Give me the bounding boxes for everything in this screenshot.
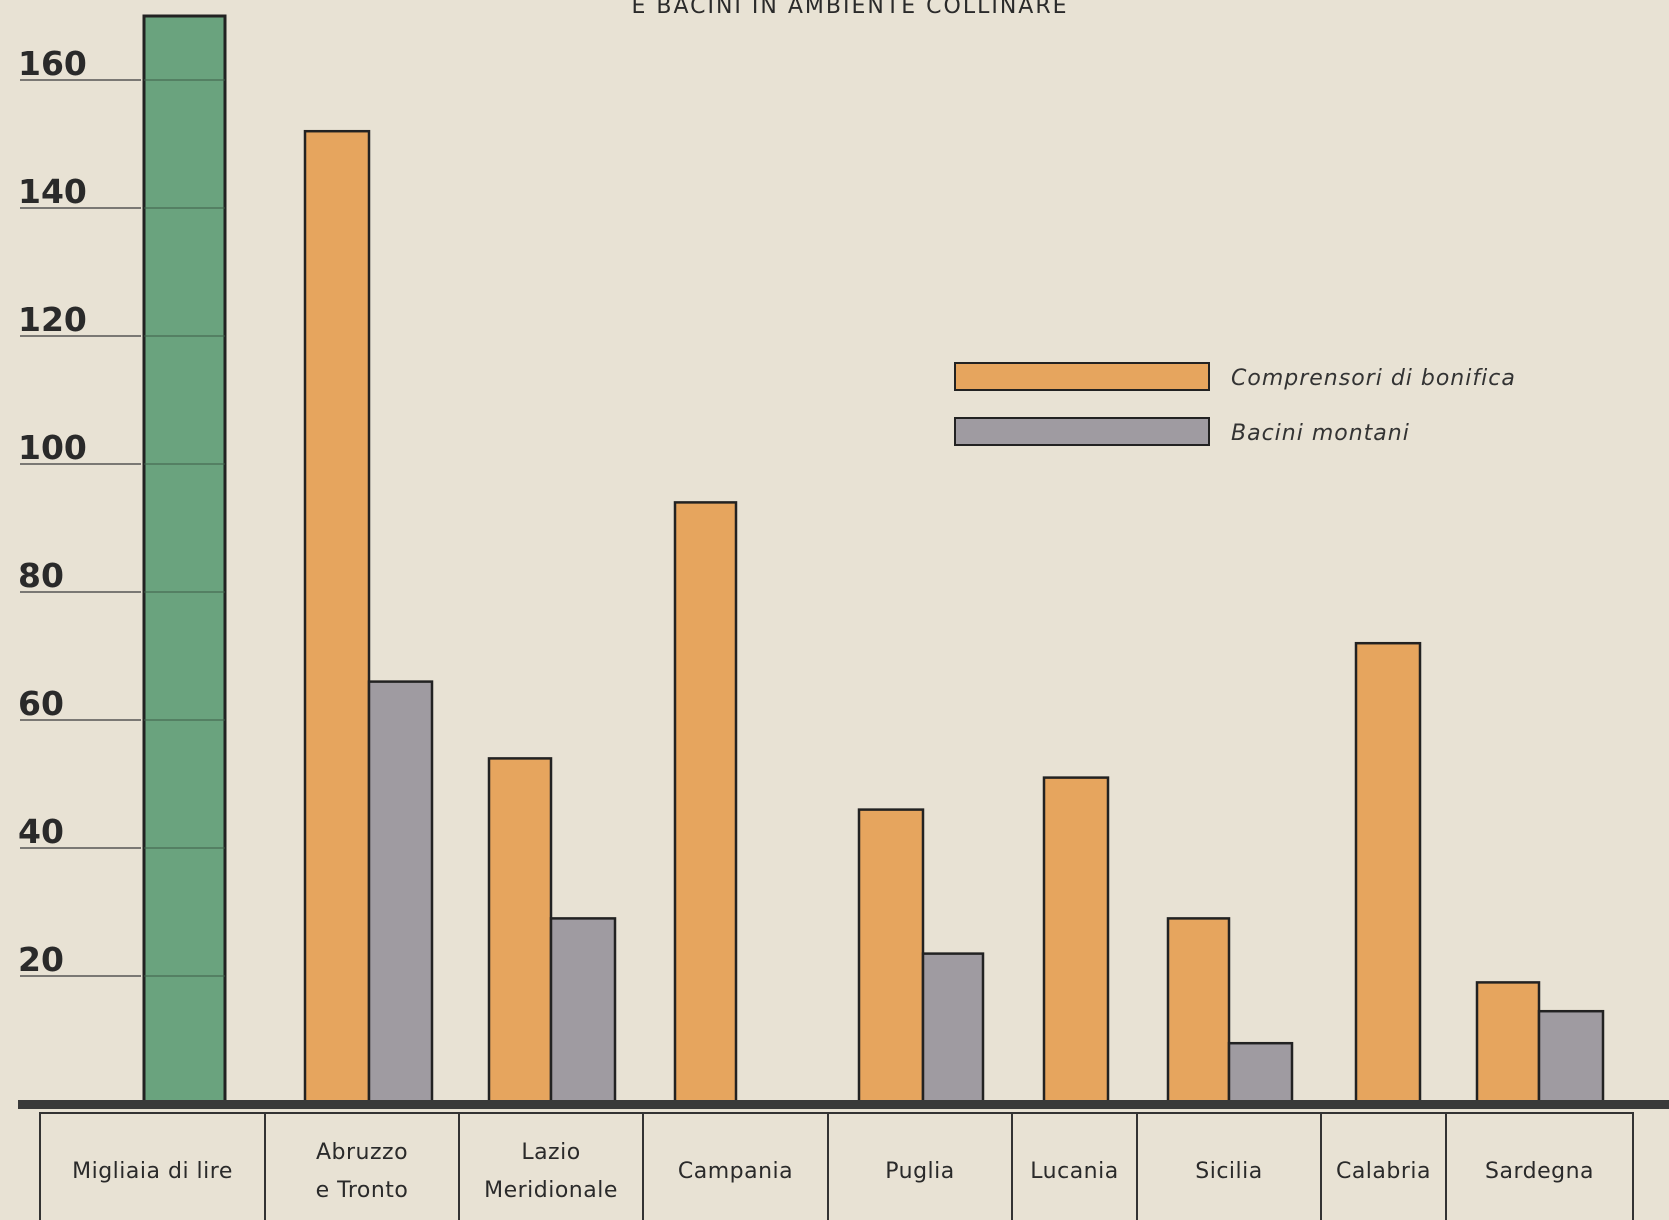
legend-label: Bacini montani xyxy=(1231,421,1410,446)
bar-comprensori-di-bonifica xyxy=(1042,776,1110,1106)
category-label: Campania xyxy=(678,1159,793,1184)
y-tick-label: 60 xyxy=(18,684,64,723)
category-label: e Tronto xyxy=(316,1178,409,1203)
category-label: Sardegna xyxy=(1485,1159,1594,1184)
legend: Comprensori di bonifica Bacini montani xyxy=(954,362,1516,446)
bar-bacini-montani xyxy=(549,917,617,1106)
y-tick-label: 120 xyxy=(18,300,87,339)
y-tick-label: 20 xyxy=(18,940,64,979)
category-label: Sicilia xyxy=(1195,1159,1263,1184)
y-tick-label: 160 xyxy=(18,44,87,83)
bar-comprensori-di-bonifica xyxy=(487,757,553,1106)
category-label: Meridionale xyxy=(484,1178,618,1203)
bar-comprensori-di-bonifica xyxy=(1354,641,1422,1106)
bar-bacini-montani xyxy=(921,952,985,1106)
y-tick-label: 80 xyxy=(18,556,64,595)
category-label: Abruzzo xyxy=(316,1140,408,1165)
bar-bacini-montani xyxy=(1537,1009,1605,1106)
legend-label: Comprensori di bonifica xyxy=(1231,366,1516,391)
y-axis: 20 40 60 80 100 120 140 160 xyxy=(18,44,141,979)
bar-comprensori-di-bonifica xyxy=(857,808,925,1106)
scale-bar xyxy=(142,14,227,1106)
y-tick-label: 100 xyxy=(18,428,87,467)
category-label: Lucania xyxy=(1030,1159,1118,1184)
y-tick-label: 40 xyxy=(18,812,64,851)
category-label: Puglia xyxy=(885,1159,955,1184)
x-axis-baseline xyxy=(18,1100,1669,1109)
bar-bacini-montani xyxy=(1227,1041,1294,1106)
category-label: Migliaia di lire xyxy=(72,1159,233,1184)
bar-comprensori-di-bonifica xyxy=(1166,917,1231,1106)
bar-comprensori-di-bonifica xyxy=(303,129,371,1106)
y-tick-label: 140 xyxy=(18,172,87,211)
legend-swatch xyxy=(954,417,1210,446)
category-label: Calabria xyxy=(1336,1159,1431,1184)
bar-comprensori-di-bonifica xyxy=(1475,981,1541,1106)
bar-comprensori-di-bonifica xyxy=(673,501,738,1106)
category-table: Migliaia di lire Abruzzo e Tronto Lazio Meri… xyxy=(39,1112,1634,1220)
chart-title: E BACINI IN AMBIENTE COLLINARE xyxy=(631,0,1068,19)
category-label: Lazio xyxy=(521,1140,580,1165)
table-border xyxy=(39,1112,1634,1220)
bars xyxy=(18,14,1669,1109)
legend-swatch xyxy=(954,362,1210,391)
bar-bacini-montani xyxy=(367,680,434,1106)
